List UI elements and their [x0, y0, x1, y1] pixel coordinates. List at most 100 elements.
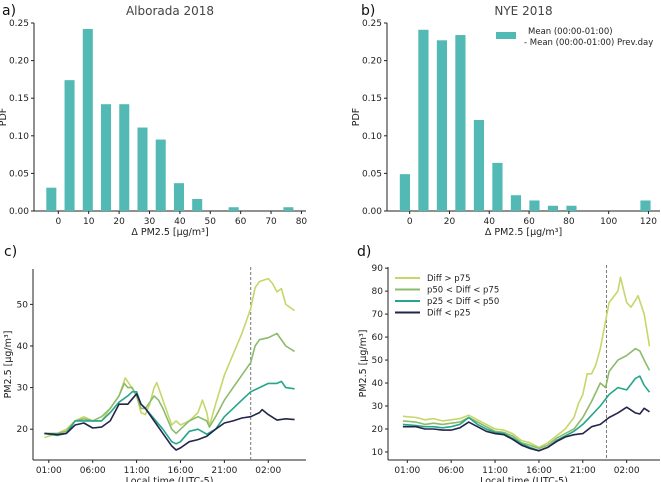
panel-letter: d) [357, 244, 371, 260]
histogram-bar [283, 207, 294, 211]
histogram-bar [547, 205, 559, 211]
y-tick-label: 30 [372, 402, 384, 412]
y-axis-label: PDF [0, 108, 9, 127]
legend-label-3: Diff < p25 [427, 309, 471, 319]
legend-label-2: p25 < Diff < p50 [427, 297, 499, 307]
chart-title: Alborada 2018 [126, 4, 214, 18]
y-tick-label: 60 [372, 333, 384, 343]
legend-label-1: p50 < Diff < p75 [427, 286, 499, 296]
panel-d: d) 10 20 30 40 50 60 70 80 90 01:00 06:00 11:00 16:00… [357, 244, 660, 482]
x-axis-label: Δ PM2.5 [μg/m³] [131, 227, 208, 238]
series-line-0 [402, 276, 651, 449]
histogram-bar [529, 200, 540, 211]
y-tick-label: 0.15 [9, 94, 29, 104]
histogram-bar [173, 183, 184, 211]
x-tick-label: 11:00 [124, 466, 150, 476]
legend-label-line1: Mean (00:00-01:00) [528, 27, 613, 37]
histogram-bar [473, 120, 485, 211]
histogram-bar [155, 139, 166, 211]
x-tick-label: 0 [55, 217, 61, 227]
histogram-bar [510, 195, 522, 211]
x-tick-label: 100 [600, 217, 617, 227]
histogram-bar [399, 174, 410, 211]
series-line-2 [44, 380, 295, 445]
x-tick-label: 120 [640, 217, 657, 227]
y-tick-label: 20 [372, 425, 384, 435]
x-axis-label: Δ PM2.5 [μg/m³] [485, 227, 562, 238]
x-tick-label: 11:00 [482, 466, 508, 476]
y-axis-label: PM2.5 [μg/m³] [358, 330, 369, 398]
x-tick-label: 01:00 [394, 466, 420, 476]
panel-c: c) 20 30 40 50 01:00 06:00 11:00 16:00 21:00 02:00… [3, 244, 306, 482]
y-tick-label: 0.20 [362, 57, 382, 67]
y-tick-label: 0.00 [362, 207, 382, 217]
x-tick-label: 10 [83, 217, 95, 227]
y-tick-label: 10 [372, 448, 384, 458]
y-tick-label: 0.05 [362, 169, 382, 179]
histogram-bar [64, 80, 75, 211]
x-tick-label: 70 [265, 217, 277, 227]
histogram-bar [418, 29, 429, 211]
histogram-bar [228, 207, 239, 211]
y-tick-label: 30 [17, 384, 29, 394]
series-line-3 [44, 393, 295, 451]
panel-b: b) NYE 2018 0.00 0.05 0.10 0.15 0.20 0.25 0 20 40 6… [351, 3, 660, 238]
histogram-bar [455, 35, 466, 212]
panel-letter: a) [2, 3, 16, 19]
y-tick-label: 0.25 [362, 19, 382, 29]
legend-label-0: Diff > p75 [427, 274, 471, 284]
x-tick-label: 06:00 [438, 466, 464, 476]
histogram-bar [137, 127, 148, 211]
x-axis-label: Local time (UTC-5) [126, 476, 214, 482]
x-tick-label: 06:00 [80, 466, 106, 476]
series-line-0 [44, 277, 296, 439]
series-line-1 [402, 347, 651, 450]
x-tick-label: 60 [523, 217, 535, 227]
y-tick-label: 0.00 [9, 207, 29, 217]
x-tick-label: 01:00 [36, 466, 62, 476]
series-line-1 [44, 332, 296, 435]
histogram-bar [101, 104, 112, 211]
x-tick-label: 02:00 [255, 466, 281, 476]
y-tick-label: 0.05 [9, 169, 29, 179]
x-tick-label: 40 [174, 217, 186, 227]
y-axis-label: PDF [351, 108, 362, 127]
y-tick-label: 90 [372, 264, 384, 274]
y-tick-label: 40 [372, 379, 384, 389]
y-tick-label: 80 [372, 287, 384, 297]
x-tick-label: 80 [563, 217, 575, 227]
panel-letter: b) [361, 3, 375, 19]
x-tick-label: 0 [407, 217, 413, 227]
x-tick-label: 20 [444, 217, 456, 227]
y-tick-label: 20 [17, 425, 29, 435]
y-tick-label: 0.10 [362, 132, 382, 142]
panel-a: a) Alborada 2018 0.00 0.05 0.10 0.15 0.20 0.25 0… [0, 3, 307, 238]
y-tick-label: 0.15 [362, 94, 382, 104]
y-tick-label: 0.25 [9, 19, 29, 29]
histogram-bar [566, 205, 577, 211]
x-tick-label: 16:00 [526, 466, 552, 476]
y-tick-label: 40 [17, 342, 29, 352]
x-tick-label: 50 [205, 217, 217, 227]
histogram-bar [192, 198, 203, 211]
x-tick-label: 21:00 [570, 466, 596, 476]
x-tick-label: 16:00 [168, 466, 194, 476]
histogram-bar [82, 29, 93, 211]
histogram-bar [492, 162, 503, 211]
y-tick-label: 0.10 [9, 132, 29, 142]
x-tick-label: 20 [113, 217, 125, 227]
y-tick-label: 0.20 [9, 57, 29, 67]
series-line-3 [402, 406, 650, 452]
y-tick-label: 50 [17, 300, 29, 310]
y-axis-label: PM2.5 [μg/m³] [3, 331, 14, 399]
y-tick-label: 70 [372, 310, 384, 320]
histogram-bar [640, 200, 651, 211]
x-tick-label: 21:00 [211, 466, 237, 476]
x-axis-label: Local time (UTC-5) [480, 476, 568, 482]
panel-letter: c) [4, 244, 17, 260]
legend-swatch [496, 32, 516, 39]
histogram-bar [119, 104, 130, 211]
x-tick-label: 60 [235, 217, 247, 227]
histogram-bar [436, 40, 448, 211]
series-line-2 [402, 375, 651, 452]
